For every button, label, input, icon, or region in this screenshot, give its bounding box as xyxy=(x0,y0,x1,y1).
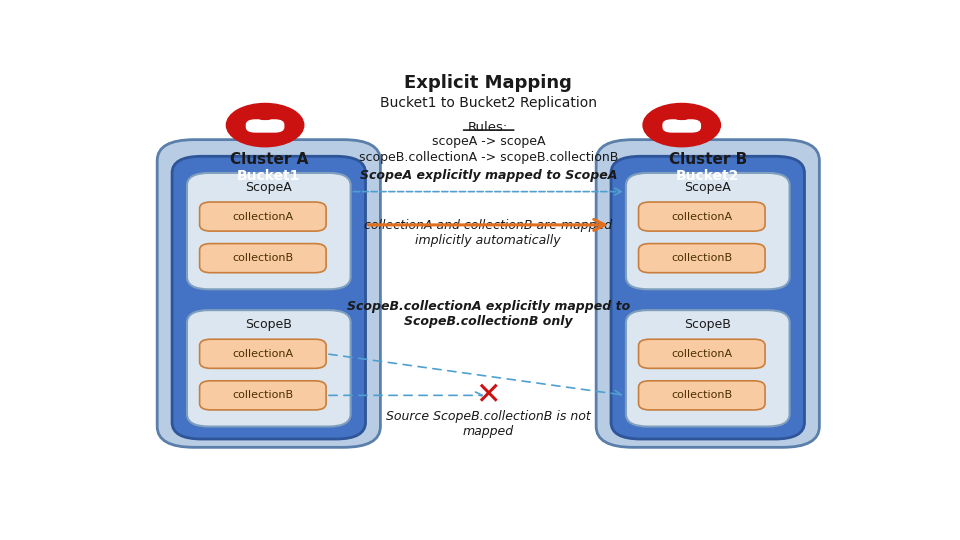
FancyBboxPatch shape xyxy=(638,202,765,231)
FancyBboxPatch shape xyxy=(626,173,789,289)
Text: Cluster B: Cluster B xyxy=(668,152,747,167)
Text: ScopeA explicitly mapped to ScopeA: ScopeA explicitly mapped to ScopeA xyxy=(360,169,617,182)
Text: Cluster A: Cluster A xyxy=(229,152,308,167)
Text: ScopeB.collectionA explicitly mapped to
ScopeB.collectionB only: ScopeB.collectionA explicitly mapped to … xyxy=(347,300,630,328)
Text: collectionA: collectionA xyxy=(232,349,294,359)
FancyBboxPatch shape xyxy=(157,140,380,447)
Text: ScopeA: ScopeA xyxy=(684,181,732,194)
Text: collectionB: collectionB xyxy=(671,390,732,400)
Text: collectionA: collectionA xyxy=(671,349,732,359)
Text: Rules:: Rules: xyxy=(468,121,509,134)
Text: ✕: ✕ xyxy=(475,381,501,410)
Text: collectionA: collectionA xyxy=(671,212,732,221)
Text: collectionB: collectionB xyxy=(232,390,294,400)
Text: Bucket1 to Bucket2 Replication: Bucket1 to Bucket2 Replication xyxy=(380,96,597,110)
Text: collectionB: collectionB xyxy=(232,253,294,263)
Text: collectionA and collectionB are mapped
implicitly automatically: collectionA and collectionB are mapped i… xyxy=(364,219,612,247)
FancyBboxPatch shape xyxy=(246,119,284,133)
Text: ScopeA: ScopeA xyxy=(246,181,292,194)
FancyBboxPatch shape xyxy=(626,310,789,427)
Circle shape xyxy=(227,104,303,147)
FancyBboxPatch shape xyxy=(596,140,820,447)
FancyBboxPatch shape xyxy=(611,156,804,439)
FancyBboxPatch shape xyxy=(187,310,350,427)
Text: scopeB.collectionA -> scopeB.collectionB: scopeB.collectionA -> scopeB.collectionB xyxy=(359,151,618,164)
Text: Explicit Mapping: Explicit Mapping xyxy=(404,74,572,92)
Text: Bucket1: Bucket1 xyxy=(237,168,300,183)
FancyBboxPatch shape xyxy=(638,244,765,273)
Circle shape xyxy=(643,104,720,147)
Text: scopeA -> scopeA: scopeA -> scopeA xyxy=(432,134,545,147)
FancyBboxPatch shape xyxy=(258,112,272,120)
FancyBboxPatch shape xyxy=(662,119,701,133)
Text: ScopeB: ScopeB xyxy=(246,319,292,332)
FancyBboxPatch shape xyxy=(172,156,366,439)
FancyBboxPatch shape xyxy=(638,381,765,410)
FancyBboxPatch shape xyxy=(200,381,326,410)
FancyBboxPatch shape xyxy=(200,339,326,368)
Text: Source ScopeB.collectionB is not
mapped: Source ScopeB.collectionB is not mapped xyxy=(386,410,590,438)
FancyBboxPatch shape xyxy=(675,112,688,120)
Text: collectionB: collectionB xyxy=(671,253,732,263)
FancyBboxPatch shape xyxy=(187,173,350,289)
Text: collectionA: collectionA xyxy=(232,212,294,221)
FancyBboxPatch shape xyxy=(200,202,326,231)
FancyBboxPatch shape xyxy=(638,339,765,368)
FancyBboxPatch shape xyxy=(200,244,326,273)
Text: Bucket2: Bucket2 xyxy=(676,168,739,183)
Text: ScopeB: ScopeB xyxy=(684,319,732,332)
